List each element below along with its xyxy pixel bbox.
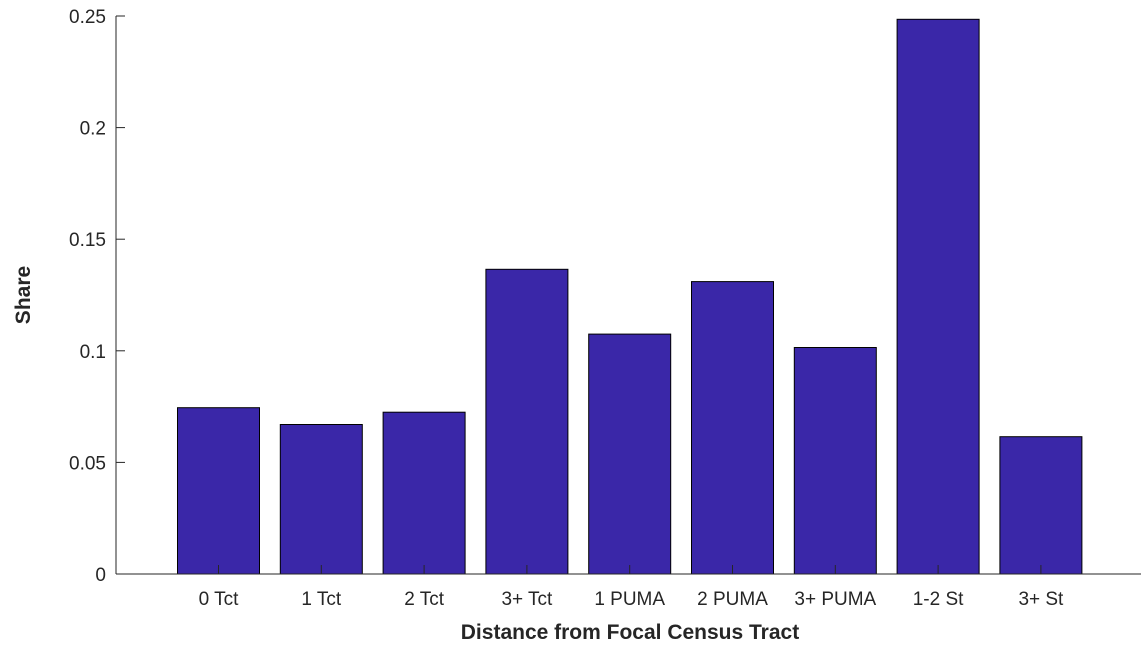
bar <box>999 436 1083 575</box>
bar <box>793 347 877 575</box>
bar <box>382 411 466 575</box>
x-tick-label: 1 PUMA <box>594 589 665 610</box>
x-tick-label: 3+ PUMA <box>794 589 876 610</box>
bar <box>691 281 774 575</box>
x-tick-label: 1 Tct <box>301 589 342 610</box>
x-tick-label: 1-2 St <box>913 589 964 610</box>
x-tick-label: 3+ Tct <box>501 589 553 610</box>
x-axis-title: Distance from Focal Census Tract <box>461 621 799 644</box>
bar <box>177 407 260 575</box>
bar <box>896 18 980 575</box>
bar <box>485 268 569 575</box>
y-tick-label: 0.25 <box>69 7 106 28</box>
x-tick-label: 0 Tct <box>199 589 240 610</box>
x-tick-label: 3+ St <box>1018 589 1064 610</box>
bar <box>588 333 672 575</box>
y-tick-label: 0 <box>95 565 106 586</box>
axes: 0 0.05 0.1 0.15 0.2 0.25 0 Tct 1 Tct 2 Tct 3+ Tct… <box>69 7 1141 610</box>
x-tick-label: 2 Tct <box>404 589 445 610</box>
y-axis-title: Share <box>12 266 35 324</box>
y-tick-label: 0.05 <box>69 453 106 474</box>
x-tick-label: 2 PUMA <box>697 589 768 610</box>
y-tick-label: 0.1 <box>80 342 106 363</box>
y-tick-label: 0.15 <box>69 230 106 251</box>
bars <box>177 18 1083 575</box>
y-tick-label: 0.2 <box>80 119 106 140</box>
bar <box>279 424 363 575</box>
